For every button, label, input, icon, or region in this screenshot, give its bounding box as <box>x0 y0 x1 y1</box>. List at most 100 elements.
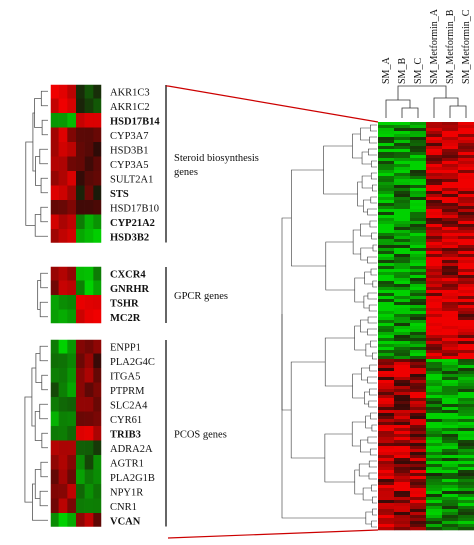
heat-cell <box>50 113 59 128</box>
heat-cell <box>50 171 59 186</box>
heat-cell <box>93 426 103 441</box>
heat-cell <box>50 98 59 114</box>
heat-cell <box>67 171 77 186</box>
heat-cell <box>58 127 68 143</box>
group-label: GPCR genes <box>174 291 228 302</box>
heat-cell <box>76 113 85 128</box>
heat-cell <box>67 469 77 485</box>
gene-label: CYP3A5 <box>110 160 149 171</box>
heat-cell <box>67 214 77 230</box>
heat-cell <box>76 127 85 143</box>
heat-cell <box>84 309 94 325</box>
heat-cell <box>58 156 68 172</box>
heat-cell <box>50 484 59 499</box>
heat-cell <box>50 280 59 296</box>
heat-cell <box>93 142 103 157</box>
heat-cell <box>93 382 103 398</box>
heat-cell <box>93 469 103 485</box>
heat-cell <box>93 266 103 281</box>
heat-cell <box>84 98 94 114</box>
heat-cell <box>93 171 103 186</box>
heat-cell <box>84 200 94 215</box>
heat-cell <box>58 309 68 325</box>
gene-label: HSD3B1 <box>110 145 149 156</box>
gene-label: ENPP1 <box>110 342 141 353</box>
heat-cell <box>76 229 85 244</box>
heat-cell <box>76 397 85 412</box>
gene-label: PLA2G4C <box>110 357 155 368</box>
heat-cell <box>93 200 103 215</box>
heat-cell <box>58 368 68 383</box>
heat-cell <box>58 411 68 427</box>
heat-cell <box>50 368 59 383</box>
sample-label: SM_Metformin_C <box>461 9 472 84</box>
heat-cell <box>93 513 103 528</box>
heat-cell <box>84 171 94 186</box>
heat-cell <box>93 229 103 244</box>
heat-cell <box>93 498 103 514</box>
heat-cell <box>50 142 59 157</box>
heat-cell <box>76 498 85 514</box>
heat-cell <box>67 368 77 383</box>
group-labels: Steroid biosynthesis genes GPCR genes PCOS … <box>174 153 259 441</box>
heat-cell <box>76 142 85 157</box>
heat-cell <box>76 171 85 186</box>
heat-cell <box>76 426 85 441</box>
heat-cell <box>50 411 59 427</box>
heat-cell <box>93 127 103 143</box>
gene-label: HSD17B10 <box>110 203 159 214</box>
heat-cell <box>93 455 103 470</box>
heat-cell <box>58 295 68 310</box>
heat-cell <box>84 84 94 99</box>
heat-cell <box>76 185 85 201</box>
heat-cell <box>93 309 103 325</box>
heat-cell <box>84 113 94 128</box>
heat-cell <box>50 214 59 230</box>
heat-cell <box>58 484 68 499</box>
heat-cell <box>50 84 59 99</box>
heat-cell <box>84 397 94 412</box>
heat-cell <box>58 142 68 157</box>
gene-label: PLA2G1B <box>110 473 155 484</box>
heat-cell <box>58 426 68 441</box>
heat-cell <box>76 469 85 485</box>
sample-label: SM_Metformin_A <box>429 8 440 84</box>
heat-cell <box>67 295 77 310</box>
heat-cell <box>50 397 59 412</box>
heat-cell <box>50 339 59 354</box>
group-label: genes <box>174 167 198 178</box>
sample-labels: SM_A SM_B SM_C SM_Metformin_A SM_Metformin_B… <box>381 8 472 84</box>
heat-cell <box>93 440 103 456</box>
gene-label: CYR61 <box>110 415 142 426</box>
gene-label: CYP21A2 <box>110 218 155 229</box>
heat-cell <box>50 295 59 310</box>
heat-cell <box>58 397 68 412</box>
heat-cell <box>50 382 59 398</box>
heat-cell <box>58 513 68 528</box>
gene-label: SLC2A4 <box>110 400 148 411</box>
heat-cell <box>67 455 77 470</box>
heat-cell <box>93 397 103 412</box>
heat-cell <box>76 513 85 528</box>
small-heatmap-dendrogram <box>24 90 48 521</box>
gene-labels: AKR1C3 AKR1C2 HSD17B14 CYP3A7 HSD3B1 CYP3A5 SU… <box>110 87 160 527</box>
sample-label: SM_A <box>381 57 392 84</box>
heat-cell <box>84 411 94 427</box>
gene-label: VCAN <box>110 516 141 527</box>
heat-cell <box>84 156 94 172</box>
heat-cell <box>76 280 85 296</box>
heat-cell <box>67 156 77 172</box>
large-heatmap-row-dendrogram <box>281 124 377 528</box>
gene-label: AGTR1 <box>110 458 144 469</box>
heat-cell <box>84 142 94 157</box>
heat-cell <box>50 498 59 514</box>
heat-cell <box>67 440 77 456</box>
heat-cell <box>84 368 94 383</box>
heat-cell <box>58 266 68 281</box>
heat-cell <box>76 98 85 114</box>
gene-label: NPY1R <box>110 487 143 498</box>
heat-cell <box>58 229 68 244</box>
gene-label: ITGA5 <box>110 371 140 382</box>
heat-cell <box>93 214 103 230</box>
